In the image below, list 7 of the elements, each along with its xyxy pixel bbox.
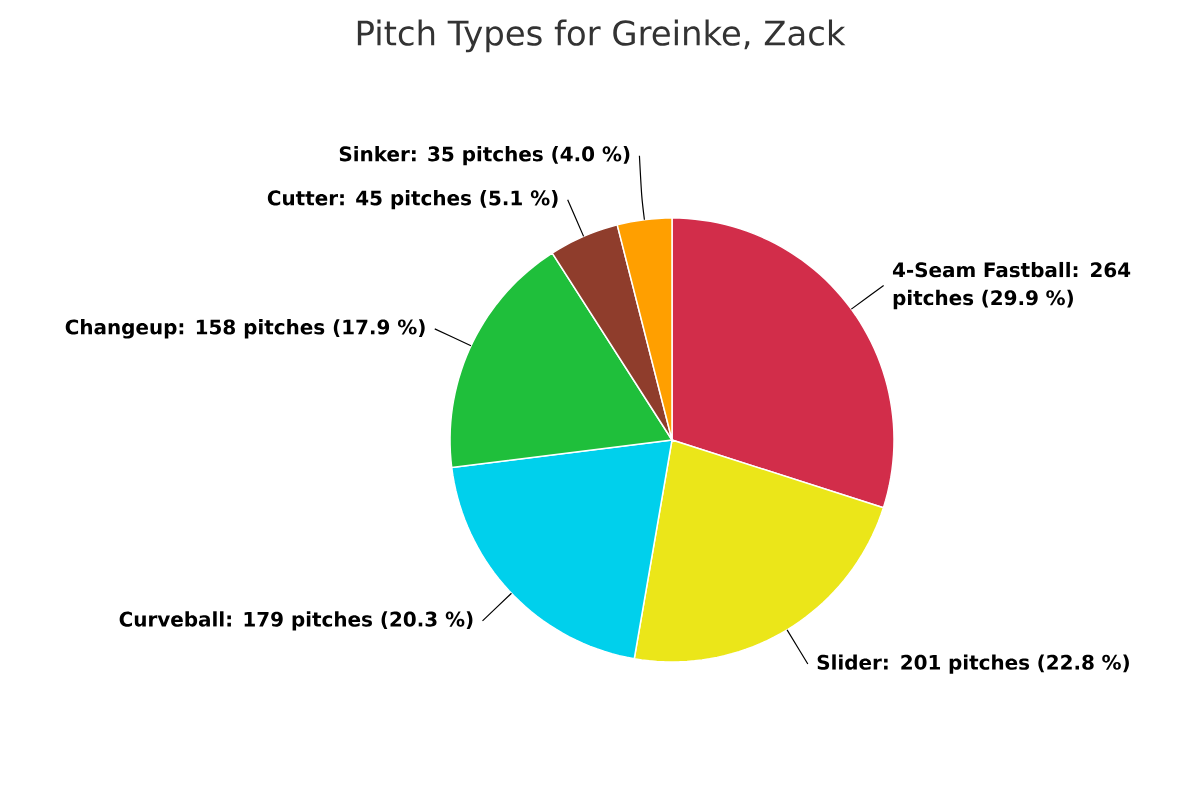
slice-label: Curveball: 179 pitches (20.3 %) <box>119 611 473 631</box>
slice-label: Changeup: 158 pitches (17.9 %) <box>65 319 425 339</box>
slice-label: 4-Seam Fastball: 264 pitches (29.9 %) <box>892 261 1131 310</box>
chart-title: Pitch Types for Greinke, Zack <box>357 19 846 53</box>
slice-label: Sinker: 35 pitches (4.0 %) <box>339 146 630 166</box>
slice-label: Slider: 201 pitches (22.8 %) <box>817 654 1129 674</box>
slice-label: Cutter: 45 pitches (5.1 %) <box>267 190 558 210</box>
